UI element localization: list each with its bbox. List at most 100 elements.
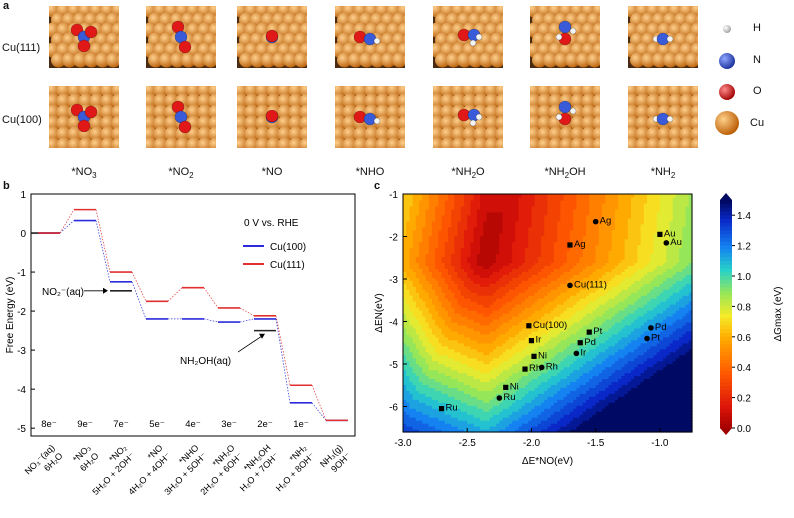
heatmap-cell bbox=[419, 393, 423, 397]
heatmap-cell bbox=[464, 301, 468, 305]
heatmap-cell bbox=[534, 411, 539, 415]
heatmap-cell bbox=[480, 241, 484, 246]
heatmap-cell bbox=[544, 199, 549, 204]
heatmap-cell bbox=[470, 271, 475, 275]
heatmap-cell bbox=[483, 304, 488, 308]
heatmap-cell bbox=[550, 199, 555, 204]
heatmap-cell bbox=[566, 307, 571, 311]
heatmap-cell bbox=[403, 384, 407, 388]
heatmap-cell bbox=[566, 208, 571, 213]
heatmap-cell bbox=[560, 336, 565, 341]
heatmap-cell bbox=[492, 277, 497, 281]
heatmap-cell bbox=[415, 381, 420, 385]
copper-atom bbox=[100, 104, 116, 120]
heatmap-cell bbox=[557, 324, 561, 329]
heatmap-cell bbox=[512, 387, 516, 391]
heatmap-cell bbox=[508, 202, 513, 207]
heatmap-cell bbox=[518, 414, 523, 418]
heatmap-cell bbox=[425, 223, 430, 228]
heatmap-cell bbox=[486, 417, 491, 421]
heatmap-cell bbox=[486, 324, 491, 329]
heatmap-cell bbox=[566, 301, 571, 305]
hydrogen-atom bbox=[373, 37, 381, 45]
heatmap-cell bbox=[537, 307, 542, 311]
heatmap-cell bbox=[435, 339, 439, 344]
heatmap-cell bbox=[406, 295, 411, 299]
heatmap-cell bbox=[431, 199, 436, 204]
heatmap-cell bbox=[451, 315, 455, 320]
copper-atom bbox=[197, 93, 213, 109]
heatmap-cell bbox=[470, 327, 475, 332]
heatmap-cell bbox=[467, 360, 472, 365]
heatmap-cell bbox=[403, 229, 407, 234]
heatmap-cell bbox=[409, 330, 414, 335]
heatmap-cell bbox=[541, 292, 545, 296]
heatmap-cell bbox=[489, 396, 494, 400]
heatmap-cell bbox=[480, 369, 484, 374]
heatmap-cell bbox=[518, 250, 523, 255]
heatmap-cell bbox=[528, 229, 533, 234]
heatmap-cell bbox=[454, 226, 459, 231]
heatmap-cell bbox=[419, 354, 423, 359]
heatmap-cell bbox=[499, 286, 504, 290]
heatmap-cell bbox=[431, 318, 436, 323]
heatmap-cell bbox=[563, 217, 568, 222]
heatmap-cell bbox=[460, 366, 465, 371]
heatmap-cell bbox=[464, 313, 468, 317]
heatmap-cell bbox=[447, 247, 452, 252]
heatmap-cell bbox=[467, 339, 472, 344]
heatmap-cell bbox=[505, 327, 510, 332]
heatmap-cell bbox=[454, 390, 459, 394]
heatmap-cell bbox=[428, 280, 433, 284]
heatmap-cell bbox=[525, 399, 529, 403]
heatmap-cell bbox=[486, 232, 491, 237]
heatmap-cell bbox=[454, 351, 459, 356]
heatmap-cell bbox=[531, 324, 536, 329]
heatmap-cell bbox=[525, 354, 529, 359]
heatmap-cell bbox=[425, 402, 430, 406]
heatmap-cell bbox=[464, 202, 468, 207]
heatmap-cell bbox=[525, 348, 529, 353]
heatmap-cell bbox=[438, 244, 443, 249]
heatmap-cell bbox=[425, 286, 430, 290]
heatmap-cell bbox=[499, 244, 504, 249]
heatmap-cell bbox=[553, 196, 558, 201]
heatmap-cell bbox=[438, 313, 443, 317]
heatmap-cell bbox=[541, 426, 545, 430]
heatmap-cell bbox=[412, 333, 417, 338]
heatmap-cell bbox=[447, 399, 452, 403]
heatmap-cell bbox=[553, 226, 558, 231]
heatmap-cell bbox=[444, 271, 449, 275]
heatmap-cell bbox=[489, 259, 494, 264]
heatmap-cell bbox=[541, 315, 545, 320]
heatmap-cell bbox=[444, 268, 449, 272]
heatmap-cell bbox=[451, 372, 455, 377]
heatmap-cell bbox=[476, 238, 481, 243]
heatmap-cell bbox=[403, 274, 407, 278]
heatmap-cell bbox=[518, 286, 523, 290]
heatmap-cell bbox=[435, 226, 439, 231]
heatmap-cell bbox=[521, 387, 526, 391]
heatmap-cell bbox=[557, 244, 561, 249]
heatmap-cell bbox=[502, 345, 507, 350]
heatmap-cell bbox=[451, 393, 455, 397]
heatmap-cell bbox=[531, 283, 536, 287]
heatmap-cell bbox=[518, 262, 523, 266]
heatmap-cell bbox=[480, 226, 484, 231]
heatmap-cell bbox=[505, 420, 510, 424]
copper-atom bbox=[95, 52, 110, 68]
heatmap-cell bbox=[483, 292, 488, 296]
heatmap-cell bbox=[435, 283, 439, 287]
heatmap-cell bbox=[521, 426, 526, 430]
heatmap-cell bbox=[512, 417, 516, 421]
heatmap-cell bbox=[566, 277, 571, 281]
heatmap-cell bbox=[508, 372, 513, 377]
heatmap-cell bbox=[496, 360, 500, 365]
heatmap-cell bbox=[447, 387, 452, 391]
heatmap-cell bbox=[489, 333, 494, 338]
heatmap-cell bbox=[412, 262, 417, 266]
heatmap-cell bbox=[547, 304, 552, 308]
heatmap-cell bbox=[496, 381, 500, 385]
heatmap-cell bbox=[512, 313, 516, 317]
heatmap-cell bbox=[470, 315, 475, 320]
